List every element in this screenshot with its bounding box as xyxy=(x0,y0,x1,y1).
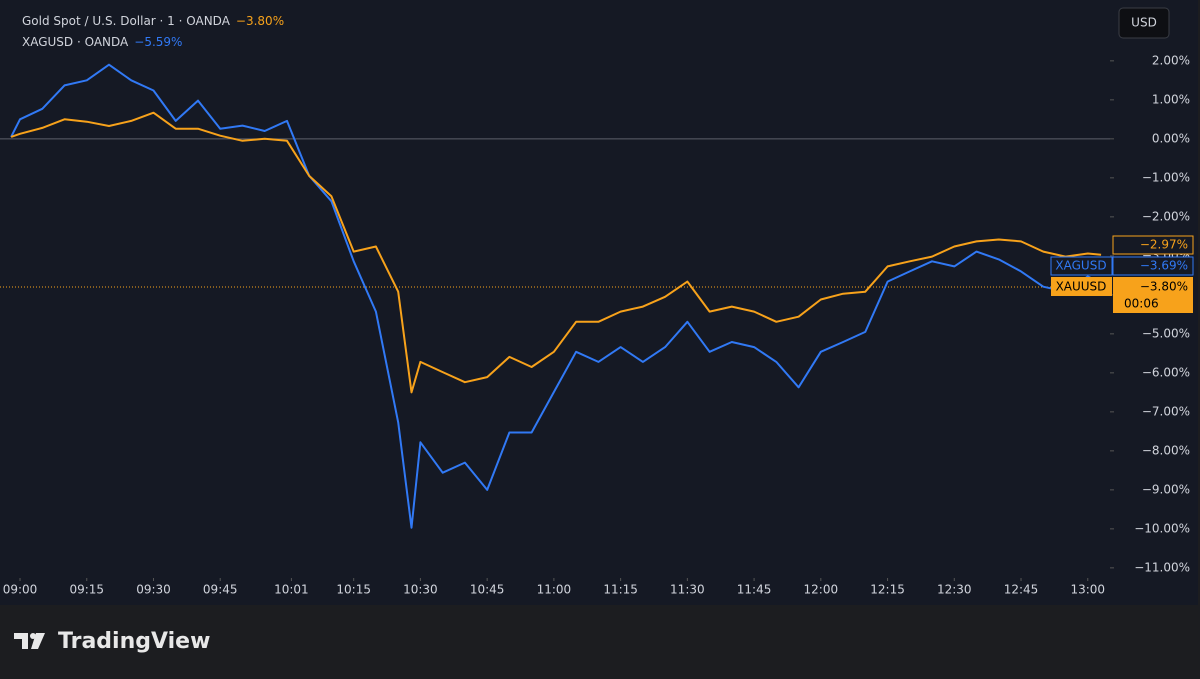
y-tick-label: −6.00% xyxy=(1142,365,1190,379)
y-tick-label: −7.00% xyxy=(1142,404,1190,418)
symbol-tag xyxy=(1050,256,1113,276)
x-tick-label: 11:45 xyxy=(737,583,772,597)
y-tick-label: 2.00% xyxy=(1152,53,1190,67)
brand-logo: TradingView xyxy=(14,629,210,654)
last-value-tag xyxy=(1112,256,1194,276)
y-tick-label: −1.00% xyxy=(1142,170,1190,184)
header-line: Gold Spot / U.S. Dollar · 1 · OANDA −3.80… xyxy=(22,14,284,28)
symbol-label: XAGUSD xyxy=(1055,259,1106,273)
y-tick-label: 1.00% xyxy=(1152,92,1190,106)
header-symbol: XAGUSD · OANDA xyxy=(22,35,129,49)
plot-area xyxy=(10,63,1102,529)
y-tick-label: −5.00% xyxy=(1142,326,1190,340)
header-line: XAGUSD · OANDA −5.59% xyxy=(22,35,182,49)
brand-icon xyxy=(30,633,36,639)
y-tick-label: −8.00% xyxy=(1142,443,1190,457)
x-tick-label: 12:30 xyxy=(937,583,972,597)
price-tag xyxy=(1113,277,1193,313)
x-tick-label: 09:15 xyxy=(69,583,104,597)
y-tick-label: −9.00% xyxy=(1142,482,1190,496)
currency-label[interactable]: USD xyxy=(1131,16,1157,30)
x-tick-label: 12:45 xyxy=(1004,583,1039,597)
header-change: −3.80% xyxy=(236,14,284,28)
brand-name: TradingView xyxy=(58,629,210,654)
x-tick-label: 09:45 xyxy=(203,583,238,597)
chart-background xyxy=(0,0,1198,605)
header-symbol: Gold Spot / U.S. Dollar · 1 · OANDA xyxy=(22,14,231,28)
last-value-tag xyxy=(1112,235,1194,255)
x-tick-label: 11:15 xyxy=(603,583,638,597)
x-tick-label: 12:15 xyxy=(870,583,905,597)
x-tick-label: 09:00 xyxy=(3,583,38,597)
x-tick-label: 10:45 xyxy=(470,583,505,597)
x-tick-label: 11:00 xyxy=(537,583,572,597)
x-tick-label: 11:30 xyxy=(670,583,705,597)
symbol-tag xyxy=(1051,277,1112,296)
x-tick-label: 10:01 xyxy=(274,583,309,597)
x-tick-label: 13:00 xyxy=(1070,583,1105,597)
y-tick-label: 0.00% xyxy=(1152,131,1190,145)
series-line xyxy=(10,111,1102,394)
series-line xyxy=(10,63,1102,529)
x-tick-label: 10:15 xyxy=(336,583,371,597)
x-tick-label: 12:00 xyxy=(804,583,839,597)
header-change: −5.59% xyxy=(134,35,182,49)
last-value-label: −2.97% xyxy=(1140,238,1188,252)
y-tick-label: −10.00% xyxy=(1134,521,1190,535)
countdown-label: 00:06 xyxy=(1124,297,1159,311)
x-tick-label: 09:30 xyxy=(136,583,171,597)
brand-icon xyxy=(14,633,45,649)
x-tick-label: 10:30 xyxy=(403,583,438,597)
last-value-label: −3.69% xyxy=(1140,259,1188,273)
y-tick-label: −2.00% xyxy=(1142,209,1190,223)
y-tick-label: −11.00% xyxy=(1134,560,1190,574)
symbol-label: XAUUSD xyxy=(1056,280,1107,294)
price-label: −3.80% xyxy=(1140,280,1188,294)
currency-button[interactable] xyxy=(1118,7,1170,39)
